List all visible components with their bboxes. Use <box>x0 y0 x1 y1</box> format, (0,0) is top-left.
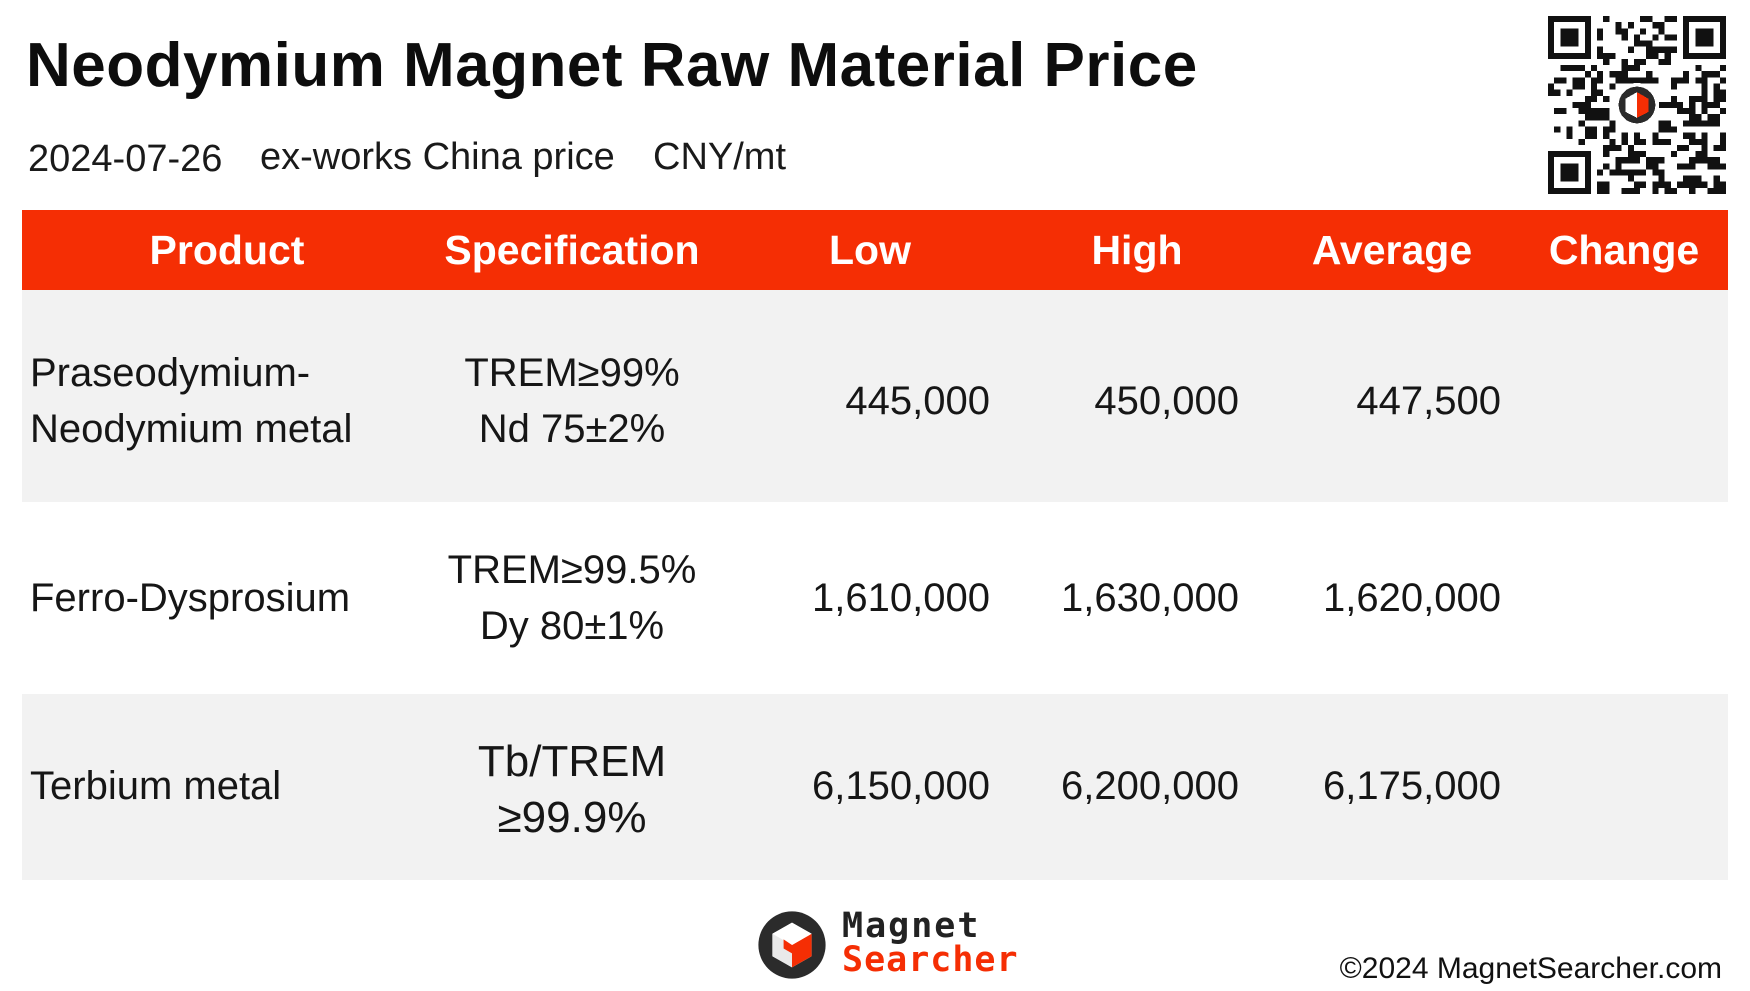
column-header-average: Average <box>1311 227 1473 273</box>
column-header-change: Change <box>1548 227 1700 273</box>
price-unit: CNY/mt <box>653 136 786 178</box>
qr-finder-top-left <box>1548 16 1591 59</box>
price-low: 445,000 <box>845 379 990 423</box>
brand-name-line2: Searcher <box>842 940 1019 980</box>
price-high: 6,200,000 <box>1061 764 1239 808</box>
table-header: Product Specification Low High Average C… <box>22 210 1728 290</box>
price-date: 2024-07-26 <box>28 138 223 180</box>
price-low: 1,610,000 <box>812 576 990 620</box>
price-high: 1,630,000 <box>1061 576 1239 620</box>
price-basis: ex-works China price <box>260 136 615 178</box>
specification: Tb/TREM ≥99.9% <box>477 737 667 842</box>
price-average: 6,175,000 <box>1323 764 1501 808</box>
product-name: Praseodymium- Neodymium metal <box>30 351 353 451</box>
table-row: Praseodymium- Neodymium metal TREM≥99% N… <box>22 290 1728 502</box>
specification: TREM≥99.5% Dy 80±1% <box>447 548 697 648</box>
column-header-high: High <box>1091 227 1183 273</box>
column-header-low: Low <box>829 227 911 273</box>
page-title: Neodymium Magnet Raw Material Price <box>26 31 1198 100</box>
price-low: 6,150,000 <box>812 764 990 808</box>
product-name: Ferro-Dysprosium <box>30 576 351 620</box>
column-header-specification: Specification <box>444 227 700 273</box>
specification: TREM≥99% Nd 75±2% <box>464 351 680 451</box>
hexagon-cube-logo-icon <box>758 911 826 979</box>
brand-name-line1: Magnet <box>842 906 981 946</box>
table-row: Terbium metal Tb/TREM ≥99.9% 6,150,000 6… <box>22 694 1728 880</box>
column-header-product: Product <box>149 227 305 273</box>
product-name: Terbium metal <box>30 764 282 808</box>
copyright-notice: ©2024 MagnetSearcher.com <box>1339 952 1722 985</box>
table-row: Ferro-Dysprosium TREM≥99.5% Dy 80±1% 1,6… <box>22 502 1728 694</box>
qr-code-icon[interactable] <box>1548 16 1726 194</box>
price-average: 1,620,000 <box>1323 576 1501 620</box>
price-high: 450,000 <box>1094 379 1239 423</box>
price-average: 447,500 <box>1356 379 1501 423</box>
